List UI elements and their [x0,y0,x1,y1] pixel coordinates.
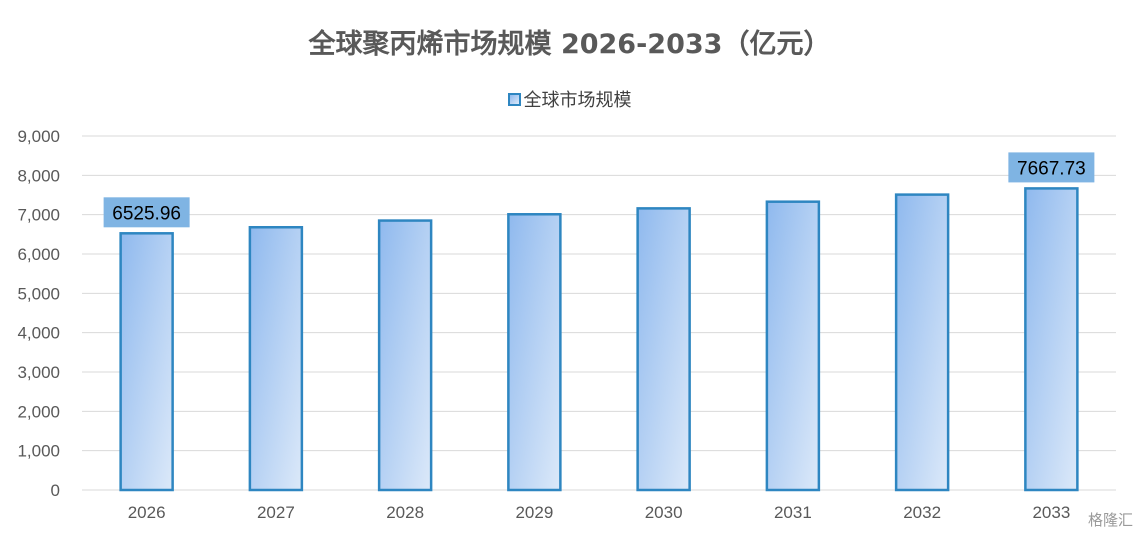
x-tick-label: 2030 [645,503,683,522]
y-tick-label: 6,000 [17,245,60,264]
data-label: 7667.73 [1017,158,1086,179]
data-label: 6525.96 [112,203,181,224]
bar-2032 [894,193,950,492]
y-tick-label: 5,000 [17,284,60,303]
bar-2026 [119,232,174,492]
x-tick-label: 2033 [1032,503,1070,522]
legend: 全球市场规模 [0,86,1139,112]
y-tick-label: 1,000 [17,442,60,461]
x-tick-label: 2028 [386,503,424,522]
x-tick-label: 2031 [774,503,812,522]
y-axis: 0 1,000 2,000 3,000 4,000 5,000 6,000 7,000 8,00… [17,127,60,500]
legend-swatch [507,92,521,106]
bar-2031 [765,200,821,492]
bar-2027 [248,226,304,492]
bars [119,187,1079,492]
y-tick-label: 8,000 [17,166,60,185]
x-tick-label: 2029 [515,503,553,522]
y-tick-label: 4,000 [17,324,60,343]
data-labels: 6525.96 7667.73 [103,152,1095,228]
bar-2029 [507,213,562,492]
bar-2028 [377,219,433,492]
x-tick-label: 2032 [903,503,941,522]
data-label-box [103,197,190,228]
gridlines [82,135,1116,491]
watermark: 格隆汇 [1087,511,1133,529]
x-tick-label: 2027 [257,503,295,522]
y-tick-label: 0 [51,481,60,500]
x-axis: 2026 2027 2028 2029 2030 2031 2032 2033 [128,503,1071,522]
chart-title: 全球聚丙烯市场规模 2026-2033（亿元） [308,29,831,60]
legend-label: 全球市场规模 [523,90,632,111]
y-tick-label: 9,000 [17,127,60,146]
y-tick-label: 2,000 [17,402,60,421]
data-label-box [1008,152,1095,183]
y-tick-label: 3,000 [17,363,60,382]
bar-2033 [1024,187,1079,492]
y-tick-label: 7,000 [17,206,60,225]
bar-2030 [636,207,691,492]
x-tick-label: 2026 [128,503,166,522]
